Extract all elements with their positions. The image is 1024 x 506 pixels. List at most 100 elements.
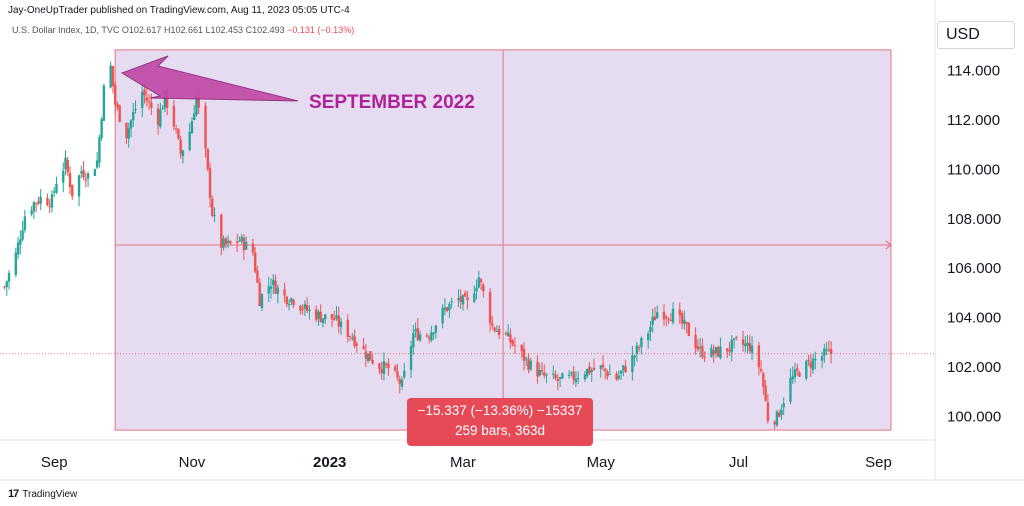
- candle-body: [646, 333, 650, 341]
- y-tick-label: 102.000: [947, 359, 1001, 376]
- candle-body: [683, 319, 686, 324]
- candle-body: [179, 139, 182, 154]
- candle-body: [759, 369, 763, 371]
- candle-body: [82, 170, 85, 178]
- candle-body: [464, 292, 467, 297]
- candle-body: [509, 334, 512, 343]
- candle-body: [222, 238, 225, 248]
- candle-body: [599, 365, 602, 369]
- candle-body: [34, 203, 38, 205]
- candle-body: [116, 104, 119, 108]
- x-tick-label: Sep: [41, 454, 68, 471]
- candle-body: [400, 379, 404, 387]
- candle-body: [448, 303, 451, 311]
- candle-body: [716, 346, 720, 357]
- candle-body: [585, 368, 589, 377]
- y-tick-label: 112.000: [947, 112, 1000, 129]
- candle-body: [71, 184, 74, 197]
- candle-body: [384, 363, 388, 366]
- candle-body: [536, 361, 539, 377]
- candle-body: [188, 131, 191, 151]
- candle-body: [493, 327, 496, 331]
- candle-body: [197, 96, 200, 108]
- candle-body: [141, 91, 144, 109]
- candle-body: [55, 183, 58, 193]
- candle-body: [775, 411, 779, 426]
- candle-body: [30, 210, 33, 215]
- candle-body: [330, 314, 334, 320]
- candle-body: [5, 281, 8, 288]
- candle-body: [504, 333, 508, 335]
- candle-body: [412, 332, 415, 348]
- candle-body: [567, 374, 571, 376]
- candle-body: [773, 421, 776, 425]
- candle-body: [14, 252, 18, 275]
- candle-body: [208, 168, 212, 199]
- candle-body: [378, 363, 381, 370]
- candle-body: [459, 296, 462, 302]
- candle-body: [314, 309, 318, 320]
- candle-body: [608, 373, 611, 375]
- candle-body: [671, 308, 675, 323]
- candle-body: [269, 286, 273, 289]
- candle-body: [543, 372, 546, 376]
- candle-body: [445, 307, 449, 311]
- candle-body: [303, 303, 307, 309]
- y-tick-label: 106.000: [947, 260, 1001, 277]
- x-tick-label: Mar: [450, 454, 476, 471]
- x-tick-label: May: [587, 454, 616, 471]
- candle-body: [93, 169, 97, 176]
- candle-body: [823, 348, 826, 356]
- candle-body: [427, 337, 431, 339]
- candle-body: [574, 378, 578, 383]
- candle-body: [475, 287, 478, 292]
- candle-body: [572, 371, 575, 380]
- candle-body: [479, 279, 483, 283]
- candle-body: [100, 119, 103, 138]
- candle-body: [635, 345, 639, 354]
- candle-body: [333, 318, 336, 320]
- candle-body: [292, 300, 295, 305]
- candle-body: [272, 279, 275, 286]
- candle-body: [545, 374, 548, 376]
- candle-body: [224, 238, 228, 245]
- candle-body: [380, 368, 383, 373]
- candle-body: [588, 366, 591, 374]
- candle-body: [782, 403, 785, 408]
- candle-body: [793, 369, 797, 378]
- ohlc-close: C102.493: [245, 25, 285, 35]
- candle-body: [285, 296, 289, 305]
- candle-body: [125, 122, 128, 139]
- candle-body: [240, 236, 243, 242]
- candle-body: [163, 90, 167, 109]
- candle-body: [251, 243, 255, 253]
- candle-body: [193, 113, 196, 120]
- candle-body: [558, 377, 562, 379]
- candle-body: [491, 323, 494, 326]
- candle-body: [371, 360, 374, 364]
- candle-body: [242, 237, 246, 251]
- candle-body: [631, 355, 634, 372]
- candle-body: [366, 353, 370, 361]
- candle-body: [825, 349, 828, 351]
- candle-body: [744, 343, 747, 347]
- measure-label[interactable]: −15.337 (−13.36%) −15337 259 bars, 363d: [407, 398, 593, 446]
- candle-body: [649, 326, 652, 332]
- candle-body: [791, 376, 794, 380]
- candle-body: [425, 335, 429, 337]
- candle-body: [698, 346, 702, 349]
- candle-body: [355, 343, 359, 346]
- footer-brand[interactable]: 17 TradingView: [8, 488, 77, 500]
- candle-body: [712, 350, 715, 355]
- currency-selector[interactable]: USD: [937, 21, 1015, 49]
- candle-body: [229, 241, 232, 244]
- candle-body: [511, 340, 514, 345]
- candle-body: [7, 272, 11, 282]
- candle-body: [798, 372, 801, 377]
- annotation-text[interactable]: SEPTEMBER 2022: [309, 92, 475, 113]
- candle-body: [450, 301, 453, 303]
- candle-body: [150, 102, 153, 108]
- candle-body: [143, 89, 146, 96]
- candle-body: [570, 372, 573, 374]
